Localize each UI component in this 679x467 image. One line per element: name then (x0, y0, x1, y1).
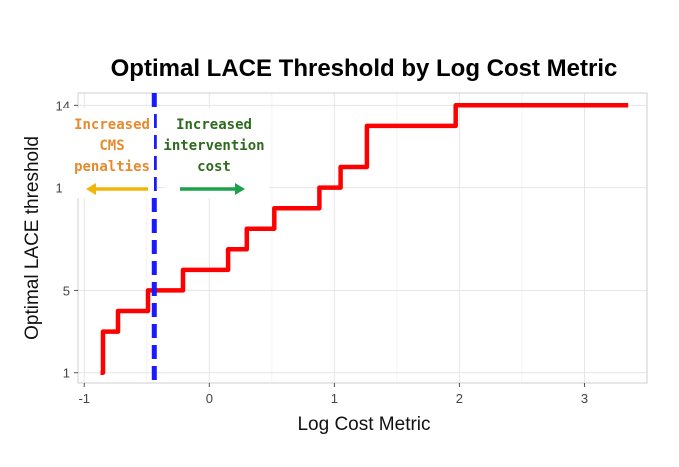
y-tick-label: 1 (63, 366, 70, 381)
x-axis-title: Log Cost Metric (297, 414, 430, 435)
y-axis-title: Optimal LACE threshold (22, 136, 43, 340)
x-tick-label: 0 (206, 391, 213, 406)
chart-title: Optimal LACE Threshold by Log Cost Metri… (111, 55, 618, 82)
annotation-left-text: CMS (99, 138, 124, 154)
arrow-left-head (86, 183, 96, 195)
plot-border (77, 92, 648, 384)
x-tick-label: 1 (331, 391, 338, 406)
x-tick-label: -1 (78, 391, 90, 406)
arrow-right-head (235, 183, 245, 195)
annotation-right-text: intervention (163, 138, 264, 154)
annotation-left-text: penalties (74, 159, 150, 175)
annotation-right-bg (165, 108, 269, 198)
annotations: Increased CMS penalties Increased interventi… (62, 108, 269, 198)
annotation-right-text: cost (197, 159, 231, 175)
series-line (100, 103, 629, 375)
annotation-right-text: Increased (176, 117, 252, 133)
x-tick-label: 2 (456, 391, 463, 406)
x-axis: -1 0 1 2 3 (78, 383, 588, 406)
x-tick-label: 3 (581, 391, 588, 406)
annotation-left-text: Increased (74, 117, 150, 133)
grid (78, 93, 647, 383)
y-tick-label: 5 (63, 283, 70, 298)
annotation-left-bg (62, 108, 154, 198)
